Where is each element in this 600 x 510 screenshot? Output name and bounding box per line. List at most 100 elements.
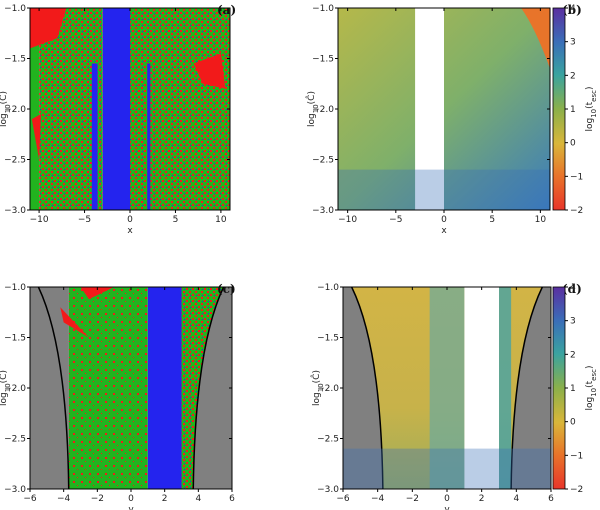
colorbar-tick-label: 0 <box>570 418 576 428</box>
zero-velocity-curve <box>37 287 70 489</box>
colorbar-label: log10(tesc) <box>585 365 598 410</box>
plot-area <box>30 287 232 489</box>
colorbar-tick-label: 0 <box>570 139 576 149</box>
y-axis-label: log10(Ĉ) <box>305 91 320 127</box>
basin-band <box>68 287 148 489</box>
y-tick-label: −1.0 <box>4 283 26 293</box>
colorbar-tick-label: 3 <box>570 38 576 48</box>
x-tick-label: 2 <box>162 494 168 504</box>
panel-c: −6 −4 −2 0 2 4 6 −3.0 −2.5 −2.0 −1.5 −1.0 y log10(Ĉ) (… <box>0 282 236 510</box>
y-tick-label: −2.0 <box>4 384 26 394</box>
forbidden-region <box>511 287 551 489</box>
zero-velocity-curve <box>510 287 544 489</box>
basin-band <box>102 8 130 210</box>
basin-band <box>30 8 40 210</box>
escape-band <box>429 287 465 489</box>
x-tick-label: 4 <box>195 494 201 504</box>
x-tick-label: −2 <box>91 494 104 504</box>
non-escaping-region <box>464 287 499 489</box>
red-basin-region <box>30 8 67 49</box>
colorbar-tick-label: 4 <box>570 4 576 14</box>
red-basin-region <box>60 307 89 338</box>
colorbar: −2 −1 0 1 2 3 4 log10(tesc) <box>552 283 598 495</box>
x-axis-label: x <box>441 226 447 236</box>
y-tick-label: −1.5 <box>312 55 334 65</box>
red-basin-region <box>31 114 41 160</box>
colorbar-gradient <box>552 286 566 490</box>
plot-area <box>30 8 230 210</box>
colorbar-tick-label: −1 <box>570 451 583 461</box>
colorbar-tick-label: 3 <box>570 317 576 327</box>
y-tick-label: −1.5 <box>317 334 339 344</box>
y-tick-label: −1.0 <box>4 4 26 14</box>
y-axis-label: log10(Ĉ) <box>0 91 12 127</box>
x-tick-label: −10 <box>30 215 49 225</box>
forbidden-region <box>193 287 232 489</box>
y-tick-label: −2.5 <box>4 156 26 166</box>
x-tick-label: −10 <box>338 215 357 225</box>
panel-b: −10 −5 0 5 10−3.0−2.5−2.0−1.5−1.0xlog10(Ĉ)(b… <box>305 3 598 236</box>
colorbar-gradient <box>552 7 566 211</box>
x-tick-label: 0 <box>441 215 447 225</box>
y-tick-label: −2.0 <box>4 105 26 115</box>
plot-area <box>338 8 550 210</box>
blue-filament <box>147 63 151 210</box>
y-tick-label: −1.0 <box>312 4 334 14</box>
x-tick-label: −5 <box>389 215 402 225</box>
long-escape-band <box>338 169 550 210</box>
blue-filament <box>94 63 98 210</box>
x-tick-label: 5 <box>489 215 495 225</box>
long-escape-band <box>343 448 551 489</box>
panel-label: (d) <box>562 282 582 296</box>
x-tick-label: −4 <box>371 494 385 504</box>
x-tick-label: −5 <box>78 215 91 225</box>
panel-label: (c) <box>217 282 236 296</box>
x-tick-label: 6 <box>548 494 554 504</box>
zero-velocity-curve <box>350 287 384 489</box>
y-tick-label: −3.0 <box>317 485 339 495</box>
y-tick-label: −3.0 <box>312 206 334 216</box>
colorbar-tick-label: 2 <box>570 71 576 81</box>
y-tick-label: −2.5 <box>317 435 339 445</box>
x-tick-label: 5 <box>173 215 179 225</box>
y-tick-label: −2.5 <box>4 435 26 445</box>
x-tick-label: 10 <box>215 215 227 225</box>
blue-filament <box>91 63 95 210</box>
x-tick-label: 2 <box>479 494 485 504</box>
colorbar-tick-label: 1 <box>570 384 576 394</box>
x-tick-label: −6 <box>23 494 37 504</box>
fast-escape-region <box>521 8 550 69</box>
colorbar-tick-label: −2 <box>570 206 583 216</box>
x-tick-label: −6 <box>336 494 350 504</box>
y-tick-label: −2.0 <box>317 384 339 394</box>
basin-band <box>130 8 230 210</box>
x-tick-label: −4 <box>57 494 71 504</box>
panel-d: −6 −4 −2 0 2 4 6 −3.0 −2.5 −2.0 −1.5 −1.0 y log10(Ĉ) (… <box>310 282 598 510</box>
x-tick-label: 0 <box>127 215 133 225</box>
y-tick-label: −1.0 <box>317 283 339 293</box>
x-axis-label: x <box>127 226 133 236</box>
y-tick-label: −3.0 <box>4 206 26 216</box>
colorbar-tick-label: 2 <box>570 350 576 360</box>
colorbar-tick-label: 4 <box>570 283 576 293</box>
x-tick-label: 0 <box>444 494 450 504</box>
colorbar-label: log10(tesc) <box>585 86 598 131</box>
y-tick-label: −1.5 <box>4 55 26 65</box>
x-tick-label: 10 <box>535 215 547 225</box>
colorbar-tick-label: −1 <box>570 172 583 182</box>
panel-label: (b) <box>562 3 582 17</box>
x-tick-label: 0 <box>128 494 134 504</box>
escape-band <box>499 287 512 489</box>
x-axis-label: y <box>128 505 134 510</box>
y-tick-label: −2.0 <box>312 105 334 115</box>
x-tick-label: 4 <box>513 494 519 504</box>
plot-area <box>343 287 551 489</box>
basin-band <box>147 287 182 489</box>
red-basin-region <box>80 287 115 300</box>
forbidden-region <box>30 287 69 489</box>
x-axis-label: y <box>444 505 450 510</box>
y-axis-label: log10(Ĉ) <box>310 370 325 406</box>
colorbar-tick-label: 1 <box>570 105 576 115</box>
red-basin-region <box>193 53 226 89</box>
